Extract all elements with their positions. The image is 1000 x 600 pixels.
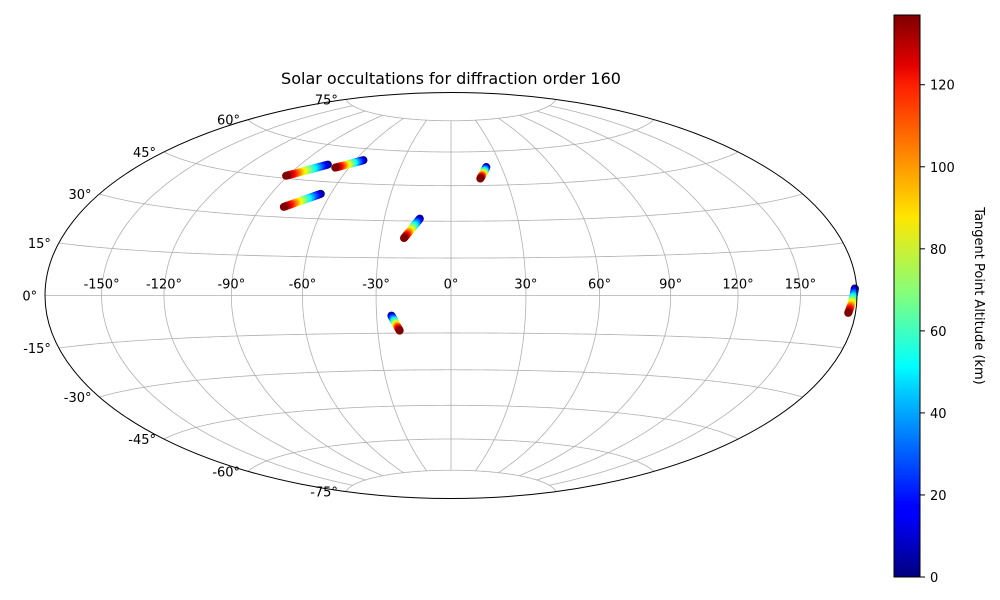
longitude-tick-label: 120° <box>722 278 753 293</box>
colorbar-gradient <box>893 14 921 578</box>
longitude-labels: -150° -120° -90° -60° -30° 0° 30° 60° 90° 120° 150… <box>84 278 817 293</box>
latitude-tick-label: 15° <box>28 237 51 252</box>
map-outline <box>44 92 858 499</box>
grid-meridian <box>549 105 801 486</box>
occultation-point <box>395 326 404 335</box>
longitude-tick-label: 60° <box>588 278 611 293</box>
occultation-point <box>279 202 288 211</box>
grid-meridian <box>498 117 600 474</box>
colorbar-tick-label: 40 <box>930 407 947 422</box>
colorbar-label: Tangent Point Altitude (km) <box>971 206 986 384</box>
colorbar-tick-label: 60 <box>930 325 947 340</box>
longitude-tick-label: 90° <box>659 278 682 293</box>
occultation-point <box>476 174 485 183</box>
occultation-tracks <box>279 156 859 335</box>
occultation-track <box>282 160 332 180</box>
longitude-tick-label: -150° <box>84 278 120 293</box>
colorbar-tick-label: 80 <box>930 243 947 258</box>
latitude-tick-label: -30° <box>64 391 92 406</box>
latitude-tick-label: 0° <box>22 290 37 305</box>
grid-meridian <box>474 119 527 472</box>
colorbar-tick-label: 0 <box>930 571 938 586</box>
occultation-point <box>331 163 340 172</box>
grid-meridian <box>101 105 353 486</box>
occultation-track <box>476 163 491 183</box>
occultation-track <box>279 189 325 211</box>
occultation-track <box>400 214 424 243</box>
latitude-tick-label: -45° <box>128 433 156 448</box>
longitude-tick-label: 150° <box>785 278 816 293</box>
grid-meridian <box>230 114 383 477</box>
longitude-tick-label: 0° <box>444 278 459 293</box>
colorbar-ticks: 0 20 40 60 80 100 120 <box>920 79 955 586</box>
latitude-tick-label: 60° <box>217 114 240 129</box>
longitude-tick-label: -120° <box>146 278 182 293</box>
occultation-track <box>387 311 404 335</box>
latitude-tick-label: 75° <box>315 93 338 108</box>
grid-meridian <box>519 114 672 477</box>
latitude-tick-label: -60° <box>212 465 240 480</box>
latitude-tick-label: -15° <box>23 342 51 357</box>
latitude-tick-label: 30° <box>68 188 91 203</box>
latitude-tick-label: 45° <box>133 146 156 161</box>
grid-meridian <box>163 110 366 481</box>
map-area: -150° -120° -90° -60° -30° 0° 30° 60° 90° 120° 150… <box>22 92 859 501</box>
colorbar-tick-label: 120 <box>930 79 955 94</box>
grid-meridian <box>302 117 404 474</box>
latitude-labels: 75° 60° 45° 30° 15° 0° -15° -30° -45° -60° -75° <box>22 93 338 500</box>
occultation-track <box>331 156 368 172</box>
chart-title: Solar occultations for diffraction order… <box>281 69 621 88</box>
longitude-tick-label: 30° <box>514 278 537 293</box>
grid-meridian <box>375 119 428 472</box>
occultation-point <box>400 234 409 243</box>
grid-meridian <box>536 110 739 481</box>
colorbar-tick-label: 100 <box>930 161 955 176</box>
colorbar-tick-label: 20 <box>930 489 947 504</box>
colorbar: 0 20 40 60 80 100 120 Tangent Point Altitude (… <box>893 14 986 586</box>
longitude-tick-label: -60° <box>289 278 317 293</box>
grid <box>45 99 857 492</box>
longitude-tick-label: -30° <box>362 278 390 293</box>
occultation-point <box>844 308 853 317</box>
longitude-tick-label: -90° <box>217 278 245 293</box>
latitude-tick-label: -75° <box>310 486 338 501</box>
occultation-point <box>282 171 291 180</box>
